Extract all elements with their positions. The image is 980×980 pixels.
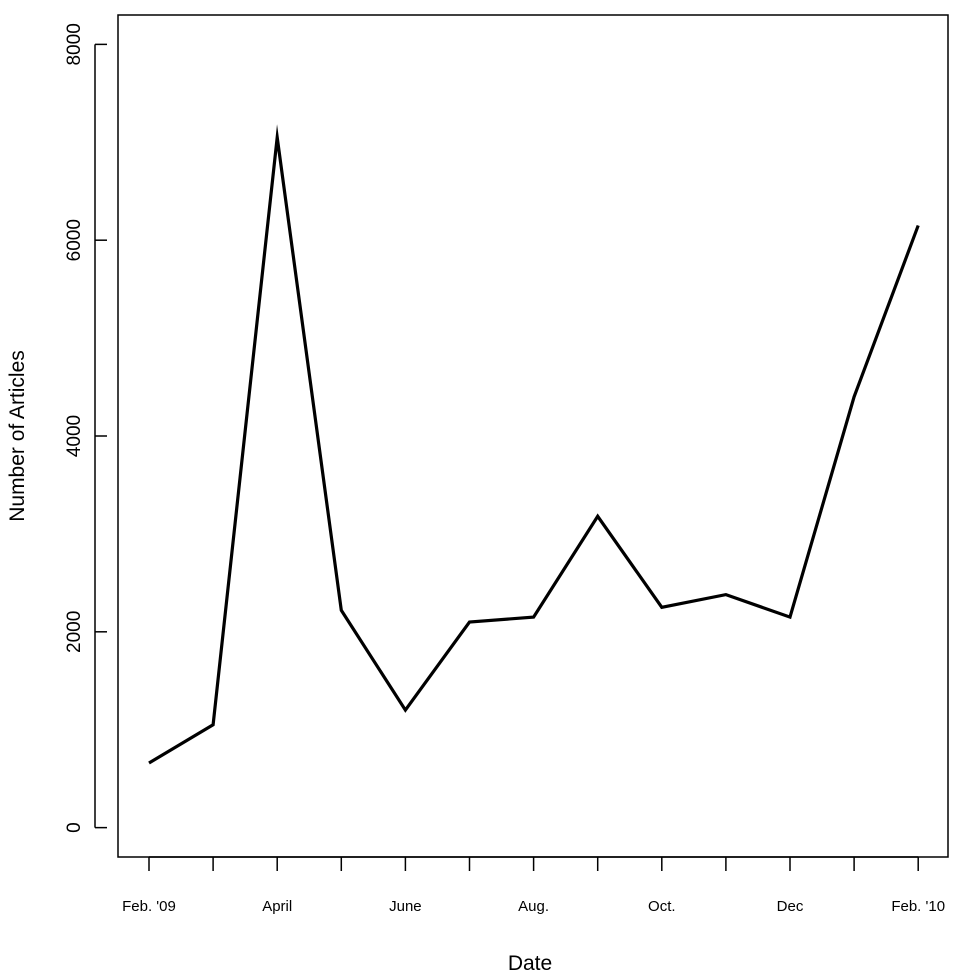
x-axis-title: Date [508, 952, 552, 975]
series-group [148, 124, 920, 765]
y-tick-label: 8000 [64, 23, 85, 65]
y-tick-label: 4000 [64, 415, 85, 457]
x-tick-label: Aug. [518, 898, 549, 915]
x-tick-label: Dec [777, 898, 804, 915]
x-tick-label: Feb. '10 [891, 898, 945, 915]
y-tick-label: 2000 [64, 611, 85, 653]
x-axis: Feb. '09 April June Aug. Oct. Dec Feb. '10 [122, 856, 945, 915]
x-tick-label: June [389, 898, 422, 915]
x-tick-label: April [262, 898, 292, 915]
y-axis-title: Number of Articles [6, 350, 29, 522]
y-tick-label: 0 [64, 822, 85, 833]
x-tick-label: Oct. [648, 898, 676, 915]
plot-frame [117, 14, 949, 858]
y-axis: 0 2000 4000 6000 8000 [64, 23, 107, 833]
series-line [148, 124, 920, 765]
x-tick-label: Feb. '09 [122, 898, 176, 915]
y-tick-label: 6000 [64, 219, 85, 261]
